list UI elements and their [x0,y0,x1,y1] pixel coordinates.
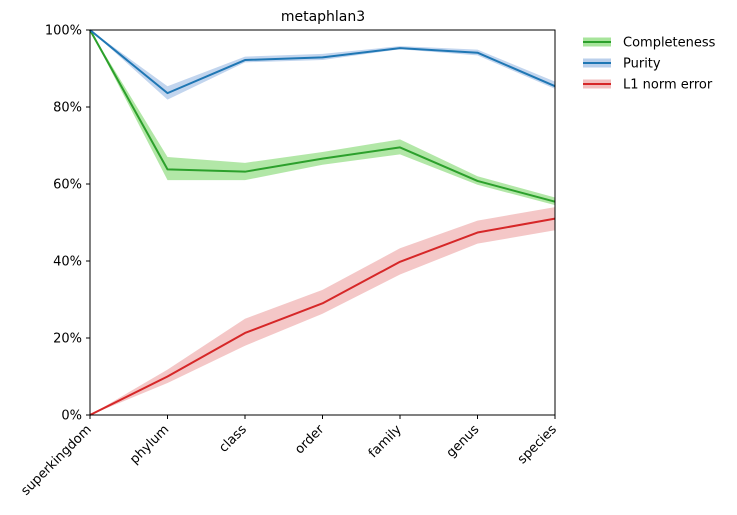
line-series-0 [89,29,556,203]
y-tick-label: 20% [53,332,82,347]
x-tick-label: class [216,422,250,456]
x-tick-label: order [292,422,328,458]
x-tick-label: family [366,422,405,461]
band-series-2 [90,207,555,415]
x-tick-label: genus [444,422,483,461]
line-series-1 [89,29,556,95]
legend: Completeness Purity L1 norm error [583,36,716,93]
x-tick-label: phylum [127,422,172,467]
y-tick-label: 0% [61,409,82,424]
y-axis: 0% 20% 40% 60% 80% 100% [45,24,90,424]
series-lines [89,29,556,416]
legend-label: L1 norm error [623,78,713,93]
x-tick-label: superkingdom [18,422,94,498]
x-tick-label: species [515,422,560,467]
legend-label: Purity [623,57,661,72]
band-series-1 [90,30,555,100]
band-series-0 [90,30,555,206]
y-tick-label: 100% [45,24,82,39]
y-tick-label: 60% [53,178,82,193]
line-series-2 [89,217,556,416]
chart-title: metaphlan3 [281,9,365,25]
confidence-bands [90,30,555,415]
legend-label: Completeness [623,36,716,51]
y-tick-label: 80% [53,101,82,116]
x-axis: superkingdom phylum class order family genus s… [18,415,560,499]
y-tick-label: 40% [53,255,82,270]
